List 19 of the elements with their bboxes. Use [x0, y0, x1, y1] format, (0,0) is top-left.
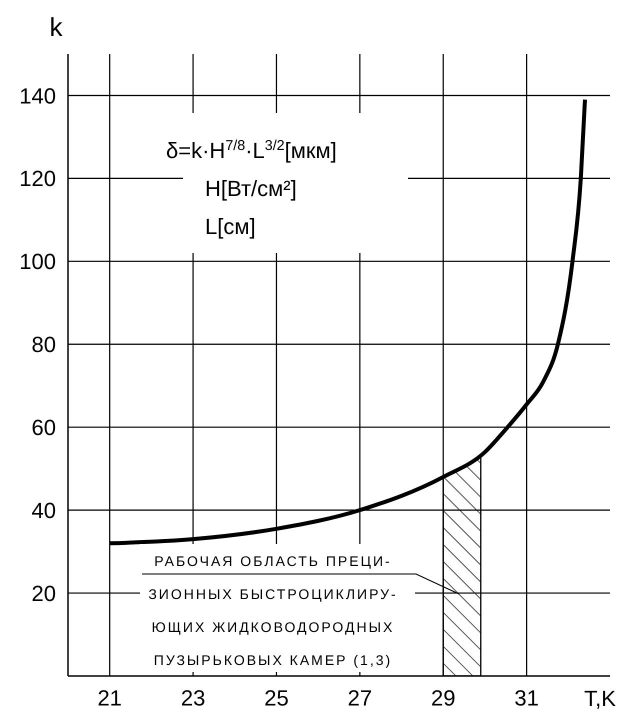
y-tick-label: 20	[32, 580, 56, 606]
y-tick-label: 100	[19, 249, 56, 274]
text: РАБОЧАЯ ОБЛАСТЬ ПРЕЦИ- ЗИОННЫХ БЫСТРОЦИКЛИРУ- ЮЩИХ ЖИДКОВОДОРОДНЫХ ПУЗЫРЬКОВЫХ КАМЕР (1,3)	[148, 553, 398, 668]
annotation: H[Вт/см²]	[205, 176, 297, 201]
y-tick-label: 40	[32, 498, 56, 523]
y-tick-label: 80	[32, 332, 56, 358]
x-tick-label: 31	[514, 686, 539, 711]
annotation: L[см]	[205, 214, 256, 239]
x-axis-title: T,K	[584, 686, 616, 711]
x-tick-label: 29	[430, 686, 456, 711]
x-tick-label: 27	[348, 686, 372, 711]
y-axis-title: k	[50, 12, 64, 42]
x-tick-label: 21	[97, 686, 122, 711]
x-tick-label: 23	[180, 686, 206, 711]
x-tick-label: 25	[264, 686, 289, 711]
y-tick-label: 60	[32, 415, 56, 440]
annotation: δ=k·H$^{7/8}$·L$^{3/2}$[мкм]	[166, 138, 337, 163]
y-tick-label: 120	[19, 166, 56, 192]
y-tick-label: 140	[19, 83, 56, 108]
